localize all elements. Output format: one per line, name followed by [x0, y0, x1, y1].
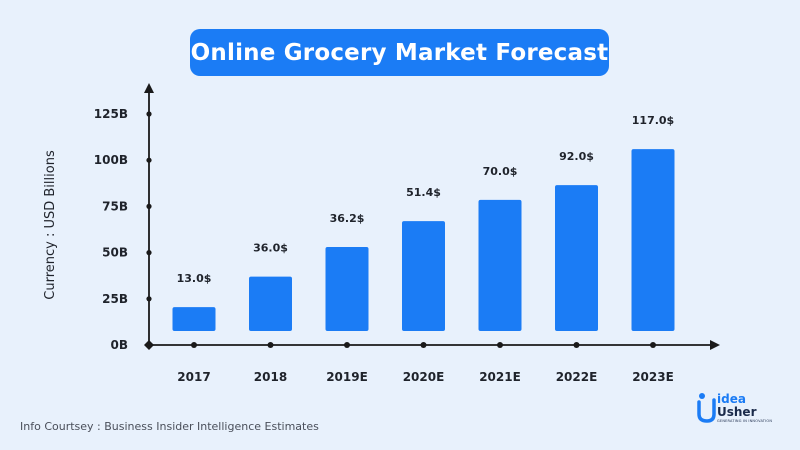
x-tick-label: 2021E: [479, 370, 521, 384]
x-tick-label: 2020E: [403, 370, 445, 384]
y-tick-label: 75B: [102, 199, 128, 213]
chart-title: Online Grocery Market Forecast: [190, 29, 609, 76]
data-label: 36.0$: [253, 242, 288, 255]
x-tick-dot: [573, 342, 580, 348]
data-label: 70.0$: [483, 165, 518, 178]
x-tick-label: 2018: [254, 370, 287, 384]
y-tick-label: 25B: [102, 292, 128, 306]
y-axis-label: Currency : USD Billions: [43, 150, 58, 300]
y-tick-dot: [146, 250, 152, 256]
y-axis-arrow: [144, 83, 154, 93]
x-tick-label: 2017: [177, 370, 210, 384]
source-note: Info Courtsey : Business Insider Intelli…: [20, 420, 319, 433]
bar: [249, 276, 292, 331]
idea-usher-logo: idea Usher GENERATING IN INNOVATION: [697, 392, 777, 424]
x-tick-label: 2022E: [556, 370, 598, 384]
data-label: 36.2$: [330, 212, 365, 225]
bar: [631, 149, 675, 331]
x-tick-label: 2023E: [632, 370, 674, 384]
y-tick-dot: [146, 157, 152, 163]
data-label: 13.0$: [177, 272, 212, 285]
logo-mark-icon: [697, 393, 716, 423]
y-tick-dot: [146, 203, 152, 209]
x-tick-dot: [497, 342, 503, 348]
logo-tagline: GENERATING IN INNOVATION: [717, 419, 773, 423]
bar: [325, 247, 369, 331]
x-axis-arrow: [710, 340, 720, 350]
x-tick-dot: [267, 342, 274, 348]
x-tick-dot: [650, 342, 656, 348]
y-tick-label: 125B: [94, 107, 128, 121]
data-label: 51.4$: [406, 186, 441, 199]
y-tick-dot: [146, 296, 152, 302]
bar: [555, 185, 598, 331]
bar: [478, 199, 522, 331]
data-label: 117.0$: [632, 114, 674, 127]
y-tick-label: 0B: [111, 338, 129, 352]
bar: [402, 221, 445, 331]
x-tick-dot: [344, 342, 350, 348]
data-label: 92.0$: [559, 150, 594, 163]
y-tick-label: 100B: [94, 153, 128, 167]
bar: [172, 307, 216, 331]
x-tick-dot: [420, 342, 427, 348]
axis-origin-marker: [144, 340, 154, 350]
y-tick-dot: [146, 111, 152, 117]
logo-text-usher: Usher: [717, 405, 757, 419]
y-tick-label: 50B: [102, 246, 128, 260]
x-tick-dot: [191, 342, 197, 348]
logo-text-idea: idea: [717, 392, 746, 406]
x-tick-label: 2019E: [326, 370, 368, 384]
